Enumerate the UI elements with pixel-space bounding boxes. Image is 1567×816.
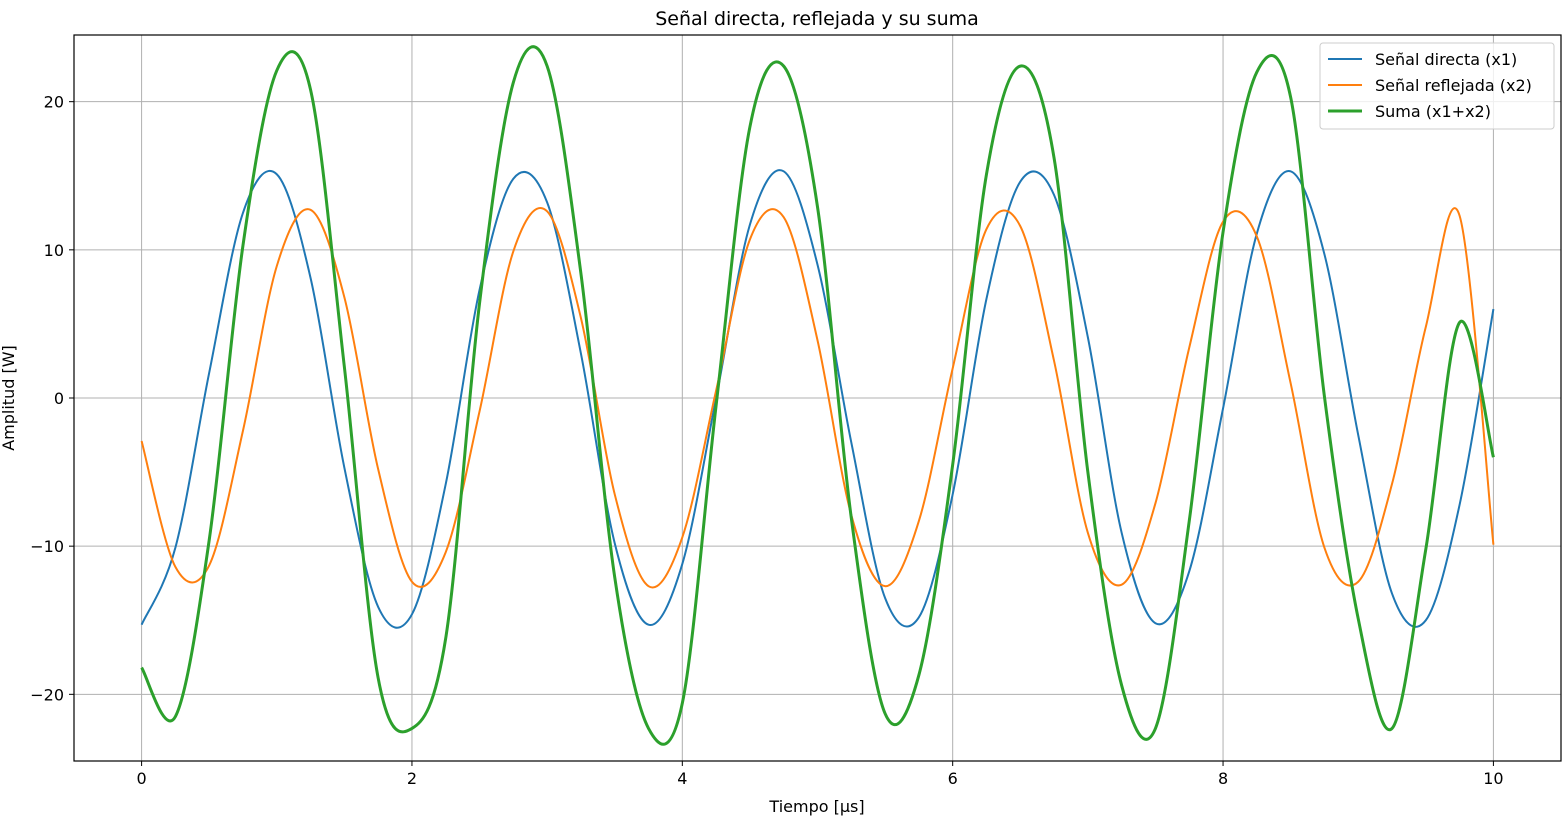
x-tick-label: 8	[1218, 769, 1228, 788]
legend-label-1: Señal directa (x1)	[1375, 50, 1517, 69]
y-tick-label: 20	[44, 93, 64, 112]
legend: Señal directa (x1) Señal reflejada (x2) Su…	[1319, 42, 1555, 130]
legend-box	[1319, 42, 1555, 130]
x-tick-label: 10	[1483, 769, 1503, 788]
series-line-2	[140, 207, 1495, 589]
legend-label-3: Suma (x1+x2)	[1375, 102, 1491, 121]
y-tick-label: 10	[44, 241, 64, 260]
chart-title: Señal directa, reflejada y su suma	[655, 8, 979, 30]
x-tick-label: 4	[677, 769, 687, 788]
legend-label-2: Señal reflejada (x2)	[1375, 76, 1532, 95]
y-tick-label: 0	[54, 389, 64, 408]
y-axis-title: Amplitud [W]	[0, 345, 18, 451]
x-axis-title: Tiempo [μs]	[768, 797, 864, 816]
ticks: 0 2 4 6 8 10 −20 −10 0 10 20	[30, 93, 1503, 788]
y-tick-label: −20	[30, 685, 64, 704]
grid	[74, 35, 1561, 761]
x-tick-label: 0	[136, 769, 146, 788]
series-layer	[140, 45, 1495, 746]
y-tick-label: −10	[30, 537, 64, 556]
x-tick-label: 2	[407, 769, 417, 788]
series-line-3	[140, 45, 1495, 746]
x-tick-label: 6	[948, 769, 958, 788]
series-line-1	[140, 169, 1495, 629]
